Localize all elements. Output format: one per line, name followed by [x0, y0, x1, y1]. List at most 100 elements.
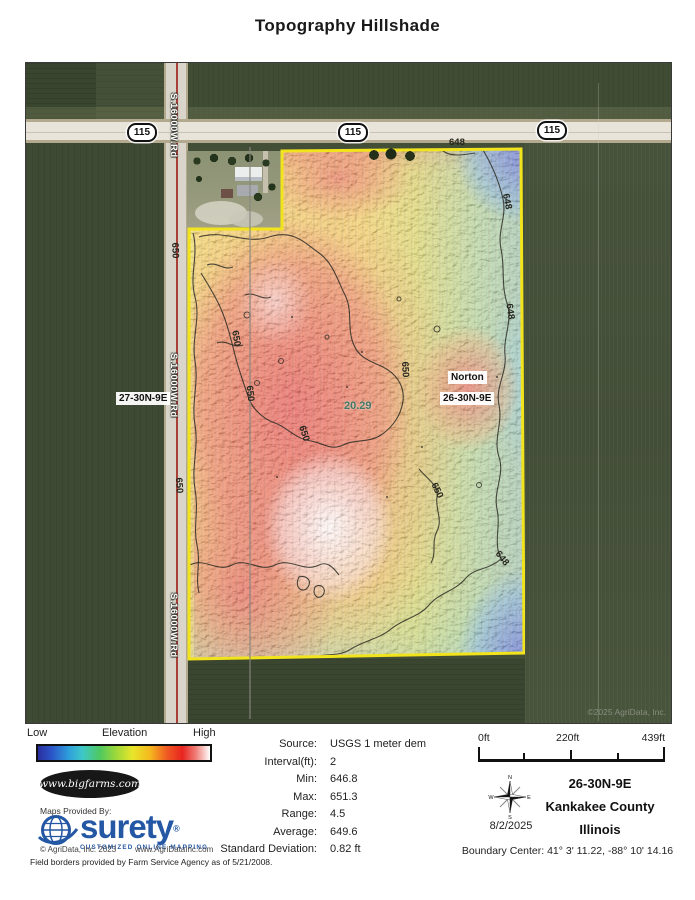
farmstead — [187, 151, 282, 233]
scale-bar: 0ft 220ft 439ft — [478, 728, 665, 762]
map-canvas: 115 115 115 S.16000W.Rd S.16000W.Rd S.16… — [25, 62, 672, 724]
contour-label: 650 — [399, 361, 411, 378]
fsa-note: Field borders provided by Farm Service A… — [30, 857, 273, 867]
scale-bar-line — [478, 747, 665, 762]
stat-value: 649.6 — [330, 826, 358, 838]
highway-shield-115: 115 — [338, 123, 368, 142]
maps-provided-by-label: Maps Provided By: — [40, 806, 112, 816]
contour-ring — [324, 334, 330, 340]
compass-south-label: S — [508, 815, 512, 820]
highway-verge — [26, 107, 671, 119]
stat-value: 646.8 — [330, 773, 358, 785]
surety-logo: surety® CUSTOMIZED ONLINE MAPPING — [38, 810, 209, 851]
contour-line — [216, 341, 244, 347]
highway-shield-115: 115 — [537, 121, 567, 140]
stat-value: 2 — [330, 756, 337, 768]
stat-value: 0.82 ft — [330, 843, 361, 855]
aerial-field — [26, 63, 96, 119]
road-name-label: S.16000W.Rd — [168, 593, 179, 658]
contour-dot — [386, 496, 388, 498]
contour-label: 648 — [503, 302, 517, 321]
farmstead-trees — [187, 151, 282, 233]
road-name-label: S.16000W.Rd — [168, 353, 179, 418]
stat-label: Min: — [296, 773, 317, 785]
location-block: 26-30N-9E Kankakee County Illinois — [530, 776, 670, 845]
agridata-copyright: © AgriData, Inc. 2023 — [40, 845, 117, 854]
contour-ring — [433, 325, 441, 333]
contour-dot — [276, 476, 278, 478]
contour-line — [314, 149, 510, 658]
contour-line — [442, 150, 476, 156]
scale-mid-label: 220ft — [556, 732, 580, 744]
surety-tagline: CUSTOMIZED ONLINE MAPPING — [80, 844, 209, 851]
field-division-line — [249, 147, 251, 719]
contour-line — [296, 575, 310, 591]
contour-label: 650 — [172, 477, 185, 494]
stat-value: 4.5 — [330, 808, 346, 820]
parcel-label-right: 26-30N-9E — [440, 392, 495, 405]
stat-label: Range: — [281, 808, 317, 820]
location-county: Kankakee County — [545, 799, 655, 814]
aerial-field — [188, 63, 671, 119]
scale-tick — [570, 750, 572, 759]
contour-ring — [254, 380, 260, 386]
contour-label: 648 — [449, 137, 465, 148]
compass-west-label: W — [488, 795, 494, 801]
owner-label: Norton — [448, 371, 487, 384]
map-date: 8/2/2025 — [489, 820, 533, 832]
highway-shield-115: 115 — [127, 123, 157, 142]
location-state: Illinois — [579, 822, 621, 837]
contour-line — [313, 584, 325, 598]
stat-label: Average: — [273, 826, 317, 838]
contour-ring — [476, 482, 482, 488]
surety-globe-icon — [38, 815, 78, 845]
scale-end-label: 439ft — [641, 732, 665, 744]
compass-rose-icon: N E S W — [488, 775, 531, 820]
scale-tick — [617, 753, 619, 759]
contour-ring — [396, 296, 402, 302]
contour-dot — [291, 316, 293, 318]
stat-value: 651.3 — [330, 791, 358, 803]
aerial-field — [26, 143, 164, 723]
shield-number: 115 — [543, 125, 561, 136]
elevation-gradient-bar — [36, 744, 212, 762]
field-division-line — [598, 83, 599, 721]
aerial-field — [525, 143, 671, 723]
contour-line — [418, 468, 440, 564]
page-title: Topography Hillshade — [254, 16, 441, 35]
legend-low-label: Low — [27, 727, 48, 739]
contour-line — [189, 562, 340, 576]
stat-label: Source: — [279, 738, 317, 750]
shield-number: 115 — [133, 127, 151, 138]
surety-wordmark: surety — [80, 808, 174, 845]
boundary-center: Boundary Center: 41° 3' 11.22, -88° 10' … — [461, 845, 674, 857]
location-section: 26-30N-9E — [568, 776, 632, 791]
field-boundary — [187, 147, 525, 661]
contour-dot — [421, 446, 423, 448]
aerial-field — [525, 143, 671, 723]
contour-label: 650 — [169, 242, 181, 259]
contour-dot — [496, 376, 498, 378]
bigfarms-url: www.bigfarms.com — [39, 778, 141, 790]
agridata-url: www.AgriDataInc.com — [135, 845, 214, 854]
scale-tick — [478, 747, 480, 759]
compass-north-label: N — [508, 775, 512, 781]
acreage-label: 20.29 — [344, 400, 372, 412]
shield-number: 115 — [344, 127, 362, 138]
contour-line — [206, 263, 234, 269]
scale-start-label: 0ft — [478, 732, 490, 744]
parcel-label-left: 27-30N-9E — [116, 392, 171, 405]
bigfarms-logo: www.bigfarms.com — [39, 770, 141, 798]
compass-east-label: E — [527, 795, 531, 801]
roadside-trees — [364, 145, 424, 165]
contour-line — [192, 232, 200, 594]
contour-dot — [361, 351, 363, 353]
road-name-label: S.16000W.Rd — [168, 93, 179, 158]
contour-line — [244, 293, 272, 299]
scale-tick — [663, 747, 665, 759]
legend-title: Elevation — [102, 727, 148, 739]
stat-label: Max: — [293, 791, 317, 803]
contour-dot — [346, 386, 348, 388]
road-s16000w — [164, 63, 188, 723]
contour-line — [198, 234, 404, 448]
